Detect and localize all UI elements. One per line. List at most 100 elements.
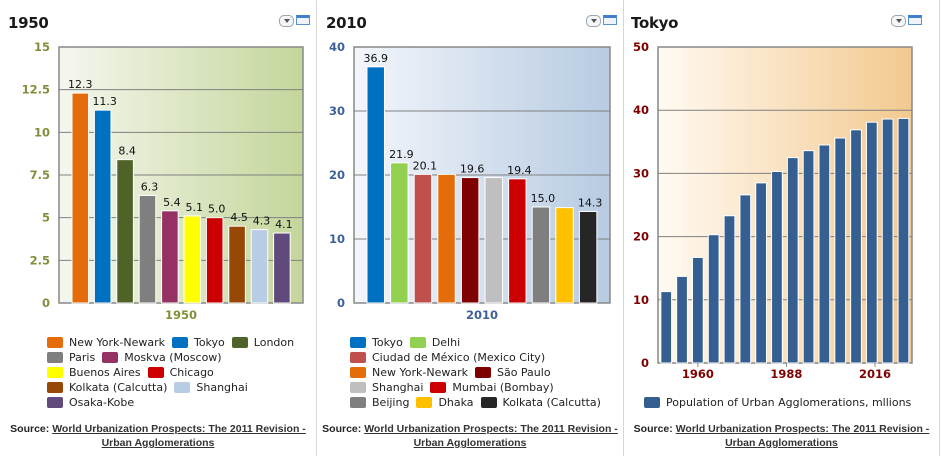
legend-item[interactable]: Shanghai xyxy=(174,380,248,395)
legend-row: Beijing Dhaka Kolkata (Calcutta) xyxy=(350,395,608,410)
window-icon[interactable] xyxy=(296,15,310,25)
y-tick-label: 7.5 xyxy=(30,168,50,182)
legend-swatch xyxy=(409,337,426,348)
bar[interactable] xyxy=(116,159,134,304)
legend-item[interactable]: Mumbai (Bombay) xyxy=(430,380,554,395)
legend-row: New York-Newark Tokyo London xyxy=(47,335,301,350)
bar[interactable] xyxy=(786,157,799,364)
bar[interactable] xyxy=(138,194,157,304)
bar[interactable] xyxy=(802,150,815,364)
legend-item[interactable]: Buenos Aires xyxy=(47,365,141,380)
legend-item[interactable]: Ciudad de México (Mexico City) xyxy=(350,350,545,365)
legend-item[interactable]: Paris xyxy=(47,350,95,365)
window-icon[interactable] xyxy=(908,15,922,25)
bar[interactable] xyxy=(366,66,385,304)
bar[interactable] xyxy=(676,275,688,364)
bar[interactable] xyxy=(691,256,704,364)
bar[interactable] xyxy=(484,177,503,304)
bar[interactable] xyxy=(460,177,480,304)
x-tick-label: 1988 xyxy=(770,367,802,381)
bar[interactable] xyxy=(273,232,291,304)
legend-label: Beijing xyxy=(372,396,410,409)
dropdown-icon[interactable] xyxy=(586,15,601,27)
dropdown-icon[interactable] xyxy=(279,15,294,27)
bar[interactable] xyxy=(865,121,878,364)
panel-separator xyxy=(623,0,624,456)
window-icon[interactable] xyxy=(603,15,617,25)
bar[interactable] xyxy=(771,171,783,364)
legend-item[interactable]: Tokyo xyxy=(171,335,225,350)
legend-label: Kolkata (Calcutta) xyxy=(502,396,601,409)
data-label: 19.6 xyxy=(460,163,485,176)
bar[interactable] xyxy=(818,144,831,364)
bar[interactable] xyxy=(531,206,551,304)
legend-item[interactable]: Dhaka xyxy=(416,395,474,410)
legend-row: Tokyo Delhi xyxy=(350,335,608,350)
bar[interactable] xyxy=(660,291,673,364)
y-tick-label: 10 xyxy=(34,125,50,139)
bar[interactable] xyxy=(161,210,179,304)
legend-item[interactable]: Chicago xyxy=(147,365,214,380)
bar[interactable] xyxy=(413,173,433,304)
legend-item[interactable]: São Paulo xyxy=(474,365,551,380)
legend-item[interactable]: Osaka-Kobe xyxy=(47,395,134,410)
legend-item[interactable]: Tokyo xyxy=(350,335,403,350)
legend-item[interactable]: Moskva (Moscow) xyxy=(102,350,222,365)
bar[interactable] xyxy=(93,109,112,304)
legend-item[interactable]: Shanghai xyxy=(350,380,423,395)
bar[interactable] xyxy=(723,215,736,364)
bar[interactable] xyxy=(897,117,910,364)
chart-panel-tokyo: Tokyo 0 10 20 30 40 50 1960 1988 2016 Population… xyxy=(624,0,939,456)
bar[interactable] xyxy=(71,92,90,304)
bar[interactable] xyxy=(850,129,862,364)
bar[interactable] xyxy=(834,137,847,364)
data-label: 20.1 xyxy=(413,159,438,172)
bar[interactable] xyxy=(555,207,574,304)
bar[interactable] xyxy=(250,229,269,304)
bar[interactable] xyxy=(437,173,456,304)
bar[interactable] xyxy=(390,162,409,304)
bar[interactable] xyxy=(739,194,752,364)
panel-separator xyxy=(316,0,317,456)
legend-item[interactable]: London xyxy=(231,335,294,350)
bar[interactable] xyxy=(707,234,720,364)
panel-title: 2010 xyxy=(326,14,367,32)
chart-panel-1950: 1950 0 2.5 5 7.5 10 12.5 15 12.3 11.3 8.4 6.3 5.4 5.… xyxy=(0,0,316,456)
panel-title: 1950 xyxy=(8,14,49,32)
legend-swatch xyxy=(47,397,63,408)
source-prefix: Source: xyxy=(322,423,362,435)
bar[interactable] xyxy=(881,118,894,364)
y-tick-label: 5 xyxy=(42,211,50,225)
legend-label: Buenos Aires xyxy=(69,366,141,379)
legend-item[interactable]: Kolkata (Calcutta) xyxy=(47,380,167,395)
data-label: 11.3 xyxy=(92,95,117,108)
chart-panel-2010: 2010 0 10 20 30 40 36.9 21.9 20.1 19.6 19.4 15.0 14… xyxy=(317,0,623,456)
bar[interactable] xyxy=(508,178,527,304)
legend-item[interactable]: Beijing xyxy=(350,395,409,410)
data-label: 12.3 xyxy=(68,78,93,91)
dropdown-icon[interactable] xyxy=(891,15,906,27)
legend-item[interactable]: New York-Newark xyxy=(47,335,165,350)
legend-item[interactable]: Kolkata (Calcutta) xyxy=(480,395,601,410)
source-note: Source: World Urbanization Prospects: Th… xyxy=(624,422,939,450)
legend-swatch xyxy=(47,352,63,363)
panel-title: Tokyo xyxy=(631,14,679,32)
legend-swatch xyxy=(47,367,63,378)
bar[interactable] xyxy=(755,182,767,364)
legend-item[interactable]: Delhi xyxy=(409,335,460,350)
legend-label: Ciudad de México (Mexico City) xyxy=(372,351,546,364)
source-link[interactable]: World Urbanization Prospects: The 2011 R… xyxy=(675,423,930,449)
bar[interactable] xyxy=(205,217,224,304)
legend-item[interactable]: Population of Urban Agglomerations, mlli… xyxy=(644,395,911,410)
panel-controls xyxy=(586,15,617,27)
data-label: 36.9 xyxy=(363,52,388,65)
source-link[interactable]: World Urbanization Prospects: The 2011 R… xyxy=(364,423,618,449)
legend-label: São Paulo xyxy=(496,366,551,379)
legend-item[interactable]: New York-Newark xyxy=(350,365,468,380)
bar[interactable] xyxy=(578,210,598,304)
legend-label: Shanghai xyxy=(196,381,248,394)
source-link[interactable]: World Urbanization Prospects: The 2011 R… xyxy=(52,423,306,449)
bar[interactable] xyxy=(228,225,246,304)
bar[interactable] xyxy=(183,215,202,304)
y-tick-label: 10 xyxy=(329,232,345,246)
